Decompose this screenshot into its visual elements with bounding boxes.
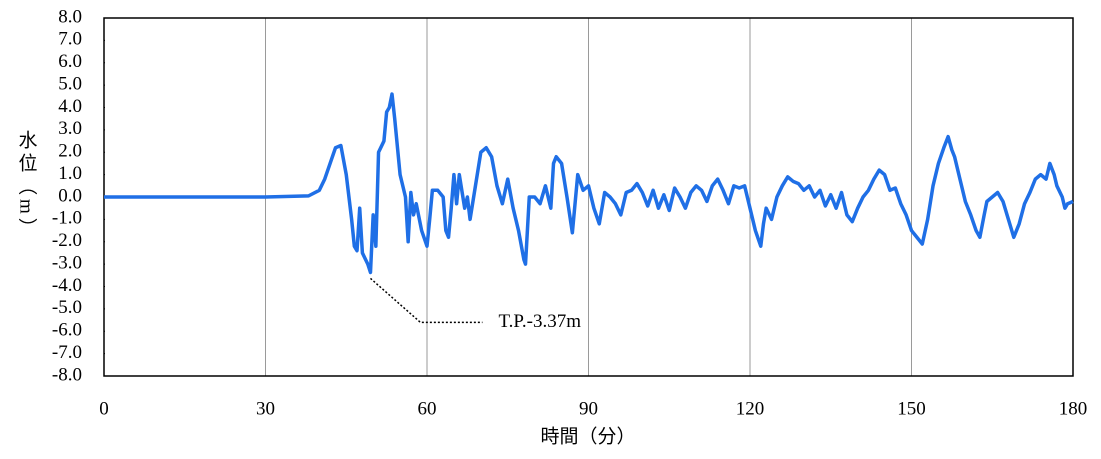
y-tick-label: 1.0 — [58, 163, 82, 184]
y-tick-label: -2.0 — [52, 230, 82, 251]
y-tick-label: 4.0 — [58, 96, 82, 117]
data-line — [104, 92, 1074, 275]
y-tick-label: -7.0 — [52, 342, 82, 363]
x-tick-label: 60 — [418, 398, 437, 419]
y-tick-label: -5.0 — [52, 297, 82, 318]
y-tick-label: 6.0 — [58, 51, 82, 72]
x-tick-label: 90 — [579, 398, 598, 419]
x-tick-label: 180 — [1059, 398, 1088, 419]
y-tick-label: -6.0 — [52, 320, 82, 341]
annotation-leader — [369, 277, 483, 324]
y-tick-label: -3.0 — [52, 252, 82, 273]
y-tick-label: 2.0 — [58, 141, 82, 162]
y-tick-label: 8.0 — [58, 6, 82, 27]
y-tick-label: -4.0 — [52, 275, 82, 296]
y-tick-label: 5.0 — [58, 73, 82, 94]
x-tick-label: 120 — [736, 398, 765, 419]
y-tick-label: 3.0 — [58, 118, 82, 139]
y-tick-label: 0.0 — [58, 185, 82, 206]
y-tick-label: -1.0 — [52, 208, 82, 229]
y-tick-label: -8.0 — [52, 364, 82, 385]
x-axis-label: 時間（分） — [540, 425, 635, 447]
y-axis-label: 水位（m） — [16, 130, 38, 241]
x-tick-label: 150 — [897, 398, 926, 419]
annotation: T.P.-3.37m — [498, 311, 581, 332]
y-tick-label: 7.0 — [58, 29, 82, 50]
x-tick-label: 30 — [256, 398, 275, 419]
x-tick-label: 0 — [99, 398, 109, 419]
